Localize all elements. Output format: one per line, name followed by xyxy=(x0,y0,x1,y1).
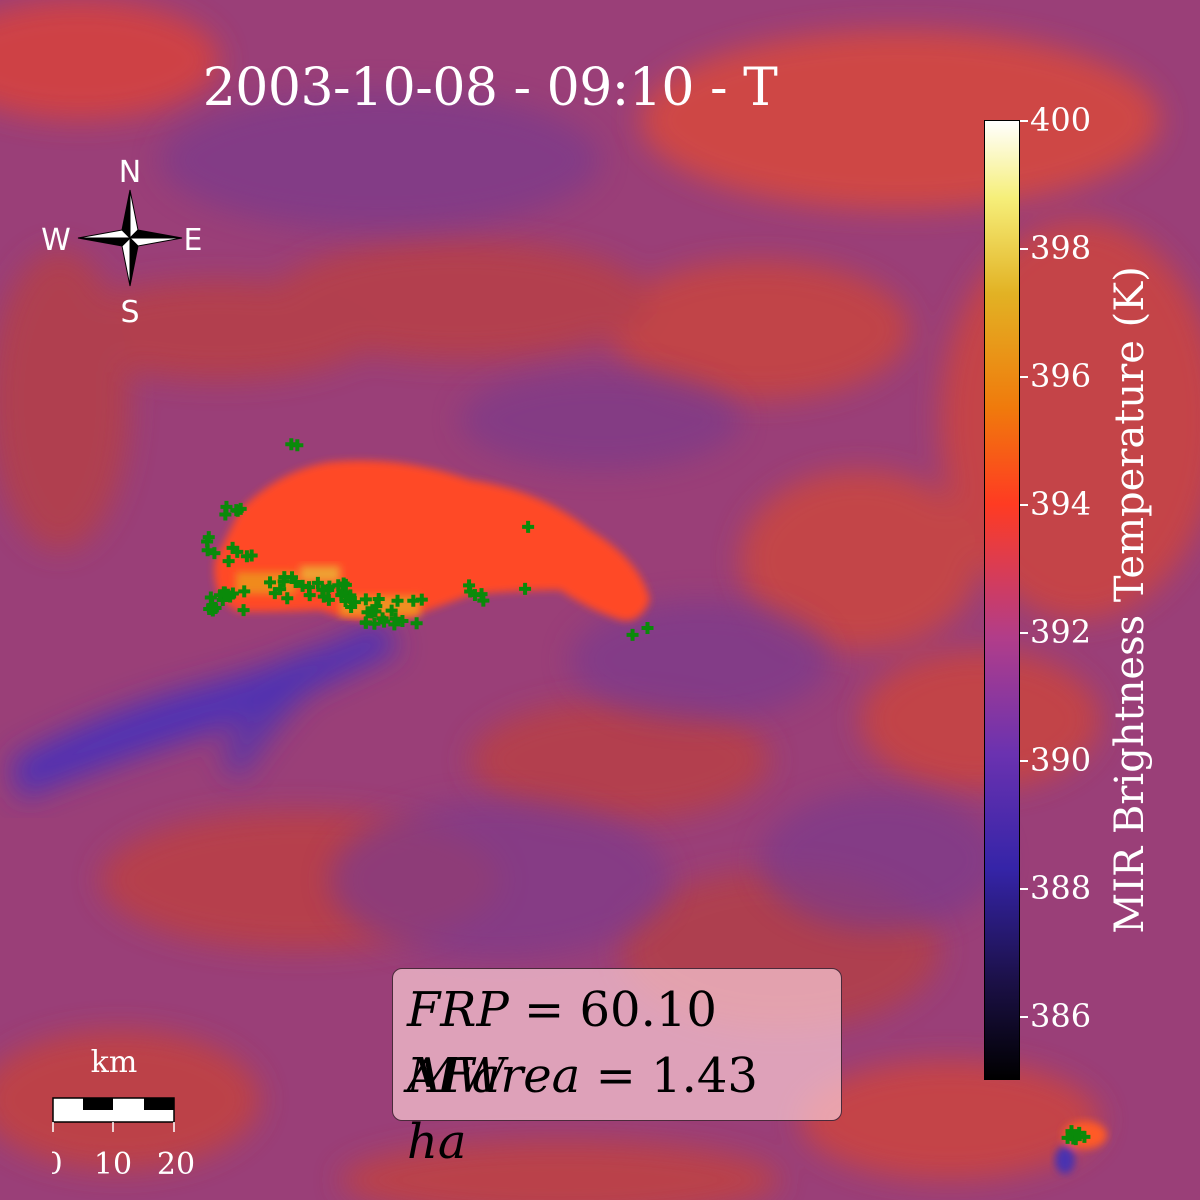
active-fire-markers xyxy=(201,438,1091,1146)
fire-marker xyxy=(626,628,639,641)
colorbar xyxy=(984,120,1020,1080)
fire-marker xyxy=(322,593,335,606)
fire-marker xyxy=(365,606,378,619)
fire-marker xyxy=(410,617,423,630)
fire-marker xyxy=(1061,1131,1074,1144)
colorbar-title: MIR Brightness Temperature (K) xyxy=(1107,266,1153,934)
fire-marker xyxy=(463,579,476,592)
colorbar-tick-label: 388 xyxy=(1030,869,1092,907)
scale-tick-20: 20 xyxy=(157,1147,195,1180)
colorbar-tick-mark xyxy=(1020,888,1028,890)
colorbar-tick-label: 398 xyxy=(1030,229,1092,267)
fire-marker xyxy=(396,614,409,627)
fire-marker xyxy=(274,583,287,596)
fire-marker xyxy=(264,576,277,589)
fire-marker xyxy=(641,621,654,634)
fire-marker xyxy=(311,576,324,589)
fire-marker xyxy=(219,508,232,521)
colorbar-tick-label: 386 xyxy=(1030,997,1092,1035)
fire-marker xyxy=(281,592,294,605)
scale-bar: km 0 10 20 xyxy=(52,1045,195,1180)
area-value: 1.43 xyxy=(651,1048,758,1104)
colorbar-tick-mark xyxy=(1020,248,1028,250)
fire-marker xyxy=(385,604,398,617)
fire-marker xyxy=(359,593,372,606)
fire-marker xyxy=(237,604,250,617)
fire-marker xyxy=(231,545,244,558)
fire-marker xyxy=(359,616,372,629)
fire-marker xyxy=(389,612,402,625)
compass-north: N xyxy=(119,155,141,190)
fire-marker xyxy=(224,590,237,603)
area-unit: ha xyxy=(407,1114,467,1170)
fire-marker xyxy=(222,555,235,568)
fire-marker xyxy=(339,578,352,591)
fire-marker xyxy=(522,520,535,533)
frp-unit: MW xyxy=(407,1048,506,1104)
fire-marker xyxy=(1078,1130,1091,1143)
area-line: AFarea = 1.43 ha xyxy=(407,1048,758,1170)
colorbar-tick-mark xyxy=(1020,760,1028,762)
fire-marker xyxy=(238,585,251,598)
fire-marker xyxy=(208,547,221,560)
fire-marker xyxy=(209,602,222,615)
fire-marker xyxy=(391,594,404,607)
fire-marker xyxy=(477,594,490,607)
compass-south: S xyxy=(120,295,139,330)
scale-unit: km xyxy=(91,1045,138,1080)
fire-info-box: FRP = 60.10 MW AFarea = 1.43 ha xyxy=(392,968,842,1170)
compass-east: E xyxy=(184,223,203,258)
fire-marker xyxy=(286,571,299,584)
fire-marker xyxy=(234,502,247,515)
colorbar-tick-label: 396 xyxy=(1030,357,1092,395)
fire-marker xyxy=(415,593,428,606)
scale-tick-10: 10 xyxy=(94,1147,132,1180)
fire-marker xyxy=(372,593,385,606)
area-label: AFarea xyxy=(407,1048,581,1104)
fire-marker xyxy=(245,549,258,562)
fire-marker xyxy=(339,595,352,608)
fire-marker xyxy=(291,439,304,452)
frp-line: FRP = 60.10 MW xyxy=(407,982,717,1104)
fire-marker xyxy=(316,583,329,596)
colorbar-tick-mark xyxy=(1020,1016,1028,1018)
colorbar-tick-mark xyxy=(1020,376,1028,378)
scale-tick-0: 0 xyxy=(52,1147,63,1180)
fire-marker xyxy=(376,612,389,625)
frp-label: FRP xyxy=(407,982,509,1038)
colorbar-tick-label: 390 xyxy=(1030,741,1092,779)
map-title: 2003-10-08 - 09:10 - T xyxy=(202,58,778,118)
fire-marker xyxy=(519,582,532,595)
compass-west: W xyxy=(41,223,71,258)
frp-value: 60.10 xyxy=(579,982,717,1038)
colorbar-tick-mark xyxy=(1020,632,1028,634)
fire-marker xyxy=(201,535,214,548)
compass-rose-icon: N S E W xyxy=(41,155,203,330)
colorbar-tick-label: 392 xyxy=(1030,613,1092,651)
colorbar-tick-mark xyxy=(1020,120,1028,122)
fire-marker xyxy=(302,581,315,594)
colorbar-tick-label: 400 xyxy=(1030,101,1092,139)
colorbar-tick-label: 394 xyxy=(1030,485,1092,523)
colorbar-tick-mark xyxy=(1020,504,1028,506)
